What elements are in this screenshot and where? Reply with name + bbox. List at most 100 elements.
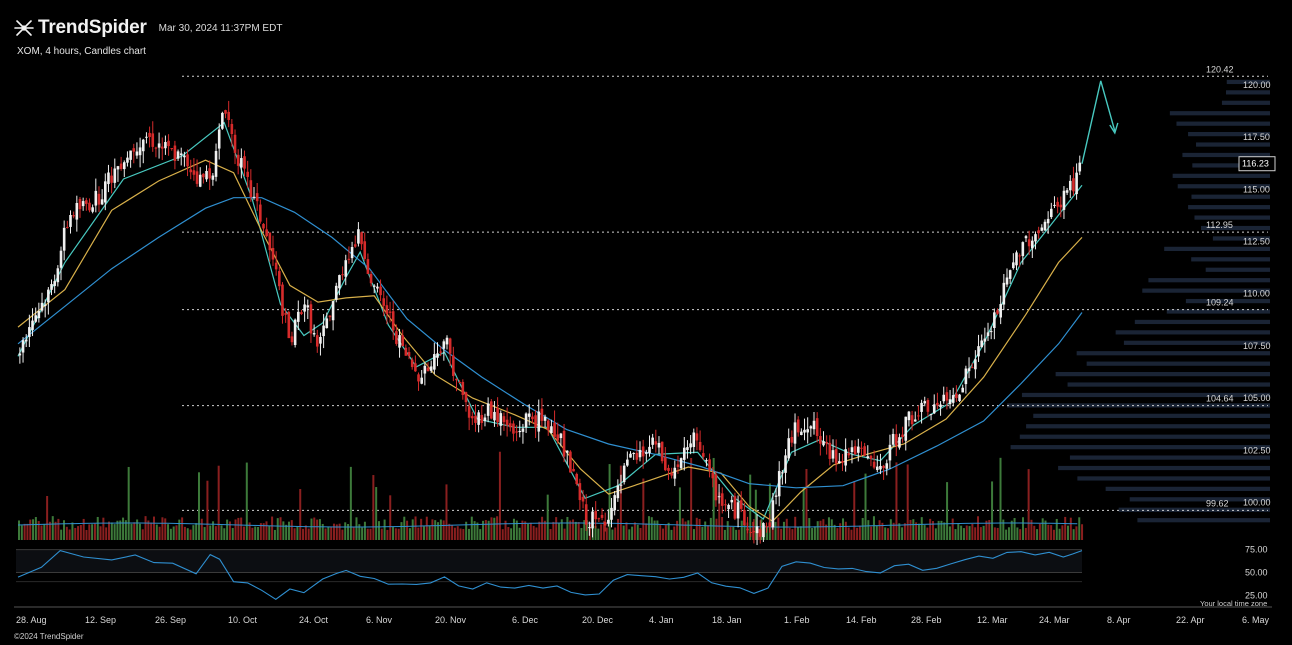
- volume-bar: [420, 518, 423, 540]
- candle-body: [819, 436, 822, 444]
- candle-body: [107, 172, 110, 185]
- volume-profile-bar: [1212, 236, 1270, 241]
- candle-body: [588, 527, 591, 529]
- candle-body: [103, 181, 107, 203]
- candle-body: [569, 451, 572, 473]
- volume-bar: [147, 520, 150, 540]
- volume-bar: [136, 519, 139, 540]
- volume-bar: [1061, 525, 1064, 540]
- volume-bar: [400, 522, 403, 540]
- candle-body: [24, 339, 28, 342]
- volume-bar: [186, 528, 189, 540]
- candle-body: [866, 456, 870, 459]
- volume-bar: [583, 520, 586, 540]
- candle-body: [724, 504, 727, 506]
- time-tick-label: 26. Sep: [155, 615, 186, 625]
- candle-body: [727, 504, 730, 510]
- volume-bar: [754, 489, 757, 540]
- volume-bar: [164, 518, 167, 540]
- candle-body: [132, 148, 136, 152]
- candle-body: [252, 196, 256, 198]
- candle-body: [281, 284, 284, 316]
- trendspider-logo-icon: [14, 20, 34, 36]
- brand-name: TrendSpider: [38, 17, 147, 38]
- volume-bar: [1027, 469, 1030, 540]
- volume-bar: [347, 523, 350, 540]
- candle-body: [486, 403, 490, 416]
- volume-bar: [276, 518, 279, 540]
- volume-bar: [99, 526, 102, 540]
- volume-profile-bar: [1137, 518, 1270, 523]
- candle-body: [733, 496, 737, 519]
- volume-bar: [77, 526, 80, 540]
- volume-bar: [653, 520, 656, 540]
- volume-bar: [293, 528, 296, 540]
- volume-profile-bar: [1086, 361, 1270, 366]
- rsi-tick-label: 75.00: [1245, 545, 1268, 555]
- candle-body: [695, 433, 699, 441]
- horizontal-levels: 120.42 112.95 109.24 104.64 99.62: [182, 64, 1268, 511]
- candle-body: [325, 318, 329, 329]
- candle-body: [730, 499, 734, 503]
- volume-bar: [231, 528, 234, 540]
- volume-bar: [822, 519, 825, 540]
- candle-body: [344, 260, 348, 277]
- candle-body: [1021, 242, 1025, 257]
- time-axis[interactable]: 28. Aug 12. Sep 26. Sep 10. Oct 24. Oct 6. No…: [14, 606, 1272, 625]
- candle-body: [936, 402, 939, 406]
- volume-bar: [453, 527, 456, 540]
- candle-body: [461, 381, 465, 395]
- candle-body: [300, 312, 303, 315]
- candle-body: [224, 110, 227, 114]
- candle-body: [69, 215, 72, 227]
- candle-body: [34, 315, 37, 322]
- chart-header: TrendSpider Mar 30, 2024 11:37PM EDT: [14, 14, 282, 42]
- level-label: 99.62: [1206, 498, 1229, 508]
- volume-bar: [560, 519, 563, 540]
- volume-bar: [428, 525, 431, 540]
- candle-body: [100, 199, 104, 205]
- candle-body: [888, 444, 892, 461]
- chart-subtitle: XOM, 4 hours, Candles chart: [17, 46, 146, 57]
- volume-bar: [808, 518, 811, 540]
- candle-body: [743, 509, 746, 526]
- candle-body: [189, 169, 193, 173]
- volume-bar: [1024, 527, 1027, 540]
- candle-body: [97, 193, 101, 205]
- candle-body: [629, 453, 632, 458]
- volume-bar: [316, 519, 319, 540]
- volume-bar: [923, 525, 926, 540]
- candle-body: [521, 428, 525, 432]
- candle-body: [828, 442, 832, 459]
- volume-bar: [1019, 529, 1022, 540]
- volume-bar: [912, 519, 915, 540]
- candle-body: [151, 133, 155, 147]
- candle-body: [31, 320, 34, 330]
- candle-body: [319, 336, 322, 344]
- candle-body: [439, 351, 442, 353]
- volume-bar: [119, 520, 122, 540]
- volume-bar: [318, 519, 321, 540]
- volume-bar: [819, 520, 822, 540]
- candle-body: [85, 200, 88, 204]
- candle-body: [942, 394, 946, 402]
- candle-body: [679, 458, 683, 469]
- candle-body: [379, 286, 382, 296]
- volume-bar: [158, 526, 161, 540]
- price-tick-label: 112.50: [1243, 237, 1270, 247]
- price-axis[interactable]: 120.00 117.50 115.00 112.50 110.00 107.50 105.…: [1238, 80, 1276, 507]
- candle-body: [970, 367, 974, 369]
- candle-body: [141, 139, 145, 152]
- volume-bar: [791, 529, 794, 540]
- volume-bar: [977, 516, 980, 540]
- volume-bar: [673, 526, 676, 540]
- candle-body: [796, 419, 800, 433]
- candle-body: [145, 136, 148, 138]
- volume-bar: [217, 465, 220, 540]
- volume-bar: [355, 517, 358, 540]
- volume-bar: [647, 516, 650, 540]
- volume-bar: [777, 517, 780, 540]
- time-tick-label: 4. Jan: [649, 615, 674, 625]
- candle-body: [274, 262, 278, 270]
